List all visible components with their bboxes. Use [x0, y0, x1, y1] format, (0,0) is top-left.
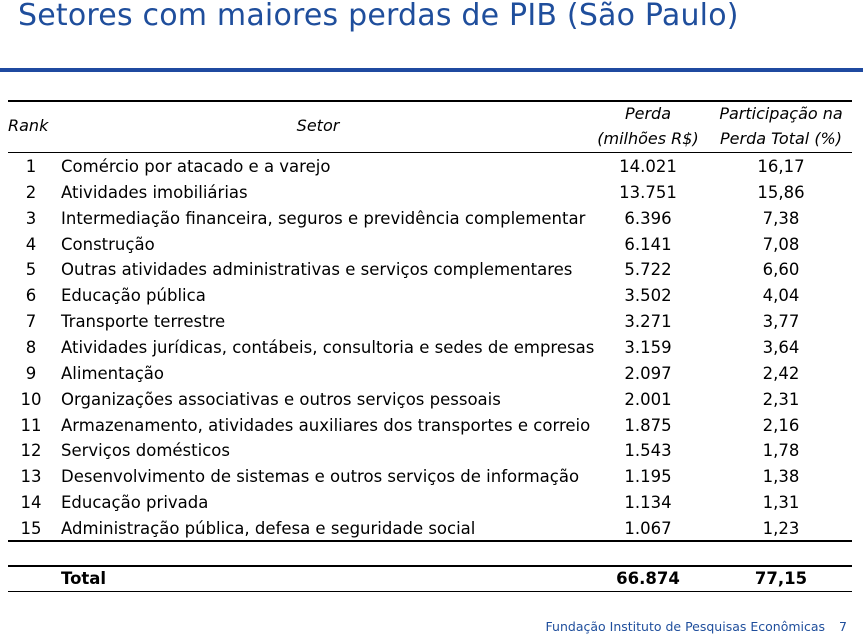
table-row: 1 Comércio por atacado e a varejo 14.021 16…	[8, 154, 852, 180]
table-row: 14 Educação privada 1.134 1,31	[8, 490, 852, 516]
perda-cell: 2.097	[624, 363, 672, 383]
part-cell: 2,16	[762, 415, 800, 435]
perda-cell: 14.021	[619, 157, 677, 176]
perda-cell: 1.875	[624, 415, 672, 435]
rank-cell: 1	[25, 157, 37, 176]
rank-cell: 4	[25, 234, 37, 254]
rank-cell: 13	[20, 467, 42, 487]
perda-cell: 13.751	[619, 182, 677, 202]
part-cell: 1,38	[762, 467, 800, 487]
setor-cell: Atividades imobiliárias	[61, 182, 248, 202]
perda-cell: 1.195	[624, 467, 672, 487]
rank-cell: 9	[25, 363, 37, 383]
total-perda: 66.874	[616, 569, 680, 588]
header-perda-line2: (milhões R$)	[597, 129, 699, 148]
part-cell: 4,04	[762, 286, 800, 306]
table-row: 11 Armazenamento, atividades auxiliares d…	[8, 413, 852, 439]
setor-cell: Administração pública, defesa e segurida…	[61, 518, 476, 538]
setor-cell: Comércio por atacado e a varejo	[61, 157, 331, 176]
total-top-rule	[8, 540, 852, 542]
part-cell: 16,17	[757, 157, 805, 176]
perda-cell: 2.001	[624, 389, 672, 409]
table-row: 12 Serviços domésticos 1.543 1,78	[8, 438, 852, 464]
rank-cell: 7	[25, 312, 37, 332]
rank-cell: 6	[25, 286, 37, 306]
header-setor: Setor	[296, 116, 340, 135]
table-row: 7 Transporte terrestre 3.271 3,77	[8, 309, 852, 335]
part-cell: 3,77	[762, 312, 800, 332]
perda-cell: 3.271	[624, 312, 672, 332]
table-row: 13 Desenvolvimento de sistemas e outros s…	[8, 464, 852, 490]
part-cell: 1,78	[762, 441, 800, 461]
perda-cell: 3.502	[624, 286, 672, 306]
rank-cell: 14	[20, 493, 42, 513]
part-cell: 3,64	[762, 337, 800, 357]
setor-cell: Serviços domésticos	[61, 441, 230, 461]
header-part-line1: Participação na	[719, 104, 843, 123]
setor-cell: Outras atividades administrativas e serv…	[61, 260, 573, 280]
perda-cell: 6.141	[624, 234, 672, 254]
total-row: Total 66.874 77,15	[8, 566, 852, 592]
perda-cell: 1.543	[624, 441, 672, 461]
rank-cell: 3	[25, 208, 37, 228]
table-row: 10 Organizações associativas e outros ser…	[8, 387, 852, 413]
table-row: 15 Administração pública, defesa e seguri…	[8, 516, 852, 542]
setor-cell: Educação privada	[61, 493, 209, 513]
table-row: 6 Educação pública 3.502 4,04	[8, 283, 852, 309]
part-cell: 7,08	[762, 234, 800, 254]
setor-cell: Armazenamento, atividades auxiliares dos…	[61, 415, 591, 435]
part-cell: 7,38	[762, 208, 800, 228]
table-row: 4 Construção 6.141 7,08	[8, 232, 852, 258]
table-top-rule	[8, 100, 852, 102]
setor-cell: Construção	[61, 234, 155, 254]
setor-cell: Transporte terrestre	[61, 312, 226, 332]
rank-cell: 5	[25, 260, 37, 280]
setor-cell: Educação pública	[61, 286, 206, 306]
header-part-line2: Perda Total (%)	[720, 129, 842, 148]
rank-cell: 11	[20, 415, 42, 435]
perda-cell: 6.396	[624, 208, 672, 228]
setor-cell: Atividades jurídicas, contábeis, consult…	[61, 337, 595, 357]
total-mid-rule	[8, 565, 852, 567]
page-title: Setores com maiores perdas de PIB (São P…	[18, 0, 739, 33]
rank-cell: 2	[25, 182, 37, 202]
perda-cell: 3.159	[624, 337, 672, 357]
perda-cell: 1.134	[624, 493, 672, 513]
table-bottom-rule	[8, 591, 852, 592]
part-cell: 6,60	[762, 260, 800, 280]
table-row: 9 Alimentação 2.097 2,42	[8, 361, 852, 387]
perda-cell: 1.067	[624, 518, 672, 538]
total-part: 77,15	[754, 569, 808, 588]
title-divider	[0, 68, 863, 72]
page-number: 7	[839, 619, 847, 634]
total-label: Total	[61, 569, 107, 588]
part-cell: 1,31	[762, 493, 800, 513]
table-row: 2 Atividades imobiliárias 13.751 15,86	[8, 180, 852, 206]
table-row: 8 Atividades jurídicas, contábeis, consul…	[8, 335, 852, 361]
rank-cell: 10	[20, 389, 42, 409]
rank-cell: 15	[20, 518, 42, 538]
table-row: 3 Intermediação financeira, seguros e pre…	[8, 206, 852, 232]
setor-cell: Alimentação	[61, 363, 164, 383]
part-cell: 1,23	[762, 518, 800, 538]
footer: Fundação Instituto de Pesquisas Econômic…	[546, 619, 847, 634]
setor-cell: Organizações associativas e outros servi…	[61, 389, 501, 409]
part-cell: 15,86	[757, 182, 805, 202]
header-bottom-rule	[8, 152, 852, 153]
part-cell: 2,42	[762, 363, 800, 383]
footer-org: Fundação Instituto de Pesquisas Econômic…	[545, 619, 826, 634]
header-rank: Rank	[8, 116, 49, 135]
table-row: 5 Outras atividades administrativas e ser…	[8, 257, 852, 283]
setor-cell: Desenvolvimento de sistemas e outros ser…	[61, 467, 580, 487]
rank-cell: 8	[25, 337, 37, 357]
part-cell: 2,31	[762, 389, 800, 409]
setor-cell: Intermediação financeira, seguros e prev…	[61, 208, 586, 228]
perda-cell: 5.722	[624, 260, 672, 280]
rank-cell: 12	[20, 441, 42, 461]
header-perda-line1: Perda	[624, 104, 672, 123]
